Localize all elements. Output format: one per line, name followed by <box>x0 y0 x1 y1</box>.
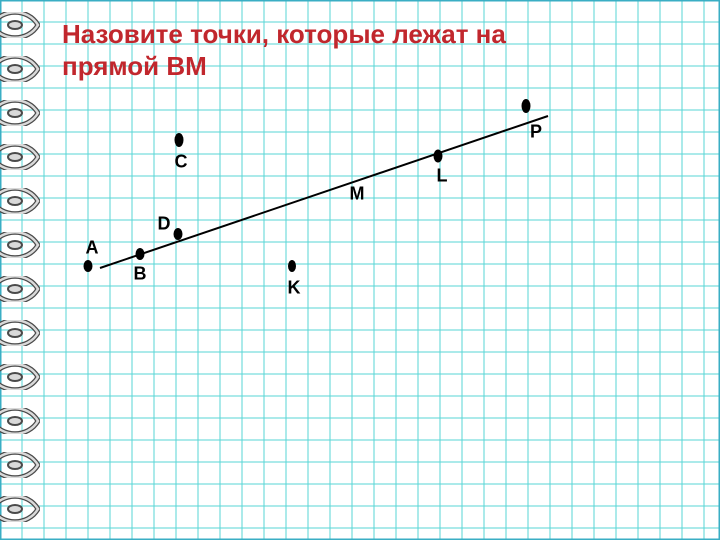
point-label-c: C <box>175 152 188 173</box>
point-dot-b <box>136 248 145 260</box>
point-label-k: K <box>288 278 301 299</box>
point-label-m: M <box>350 184 365 205</box>
question-title: Назовите точки, которые лежат на прямой … <box>62 18 506 82</box>
point-dot-c <box>175 133 184 147</box>
point-dot-a <box>84 260 93 272</box>
point-label-b: B <box>134 264 147 285</box>
point-label-a: A <box>86 238 99 259</box>
point-dot-l <box>434 150 443 163</box>
point-dot-k <box>288 260 296 272</box>
point-dot-d <box>174 228 183 240</box>
stage: Назовите точки, которые лежат на прямой … <box>0 0 720 540</box>
point-label-d: D <box>158 214 171 235</box>
point-dot-p <box>522 99 531 113</box>
point-label-p: P <box>530 122 542 143</box>
point-label-l: L <box>437 166 448 187</box>
